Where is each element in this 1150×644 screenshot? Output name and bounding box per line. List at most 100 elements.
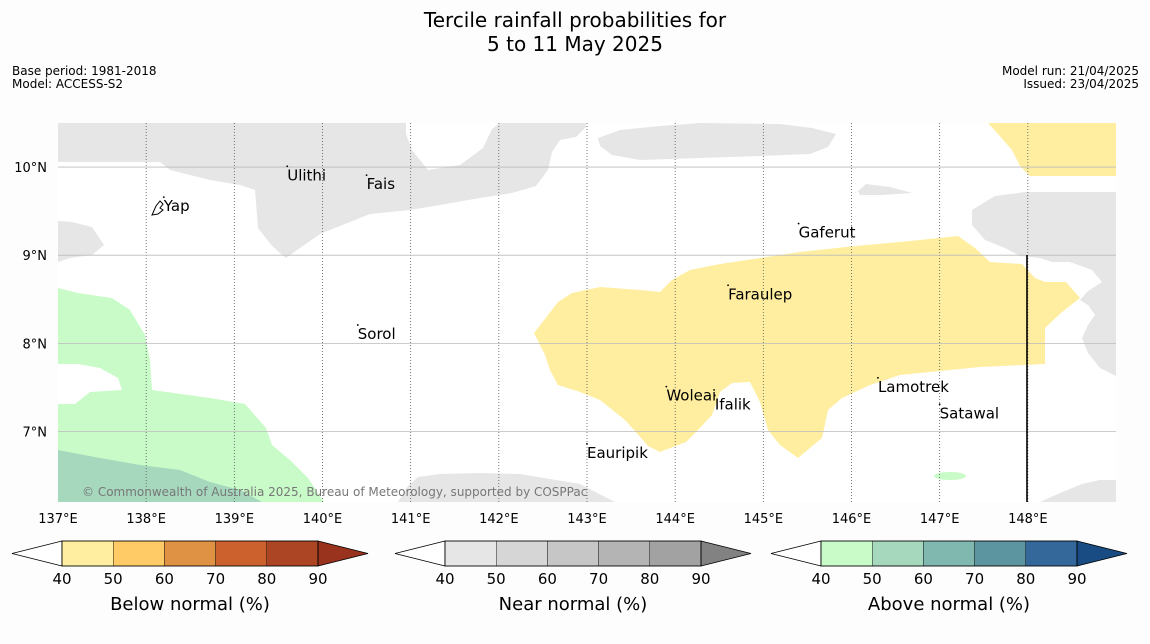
place-labels: Yap Ulithi Fais Sorol Gaferut Faraulep WoleaiI… bbox=[163, 165, 999, 462]
place-label-fais: Fais bbox=[367, 175, 396, 193]
longitude-tick-label: 138°E bbox=[126, 512, 166, 527]
legend-0: 40 50 60 70 80 90 Below normal (%) bbox=[11, 540, 369, 615]
longitude-tick-label: 141°E bbox=[391, 512, 431, 527]
model-name-text: Model: ACCESS-S2 bbox=[12, 77, 124, 91]
legend-colour-swatch bbox=[923, 540, 975, 567]
place-label-ulithi: Ulithi bbox=[287, 166, 326, 184]
legend-tick-label: 80 bbox=[1016, 570, 1035, 588]
legend-tick-label: 60 bbox=[914, 570, 933, 588]
legend-over-triangle bbox=[1076, 540, 1128, 567]
below-normal-region-northeast bbox=[988, 123, 1116, 176]
legend-colour-swatch bbox=[598, 540, 650, 567]
place-label-faraulep: Faraulep bbox=[728, 285, 792, 303]
legend-1: 40 50 60 70 80 90 Near normal (%) bbox=[394, 540, 752, 615]
near-normal-region-west bbox=[58, 221, 104, 262]
legend-colour-swatch bbox=[974, 540, 1026, 567]
legend-bar-outline bbox=[820, 540, 1078, 567]
legend-under-triangle bbox=[11, 540, 63, 567]
legend-over-triangle bbox=[700, 540, 752, 567]
map-title: Tercile rainfall probabilities for 5 to … bbox=[0, 8, 1150, 56]
legend-tick-label: 80 bbox=[640, 570, 659, 588]
forecast-map: Yap Ulithi Fais Sorol Gaferut Faraulep WoleaiI… bbox=[14, 123, 1116, 527]
latitude-tick-label: 9°N bbox=[23, 249, 48, 264]
legend-colour-swatch bbox=[872, 540, 924, 567]
above-normal-region-southwest bbox=[58, 450, 262, 502]
legend-2: 40 50 60 70 80 90 Above normal (%) bbox=[770, 540, 1128, 615]
place-label-satawal: Satawal bbox=[940, 404, 999, 422]
place-marker bbox=[938, 403, 941, 406]
longitude-tick-label: 139°E bbox=[215, 512, 255, 527]
above-normal-region-west bbox=[58, 288, 324, 502]
legend-colour-swatch bbox=[820, 540, 873, 567]
base-info: Base period: 1981-2018 Model: ACCESS-S2 bbox=[12, 65, 157, 91]
near-normal-region-se bbox=[1040, 480, 1116, 502]
latitude-tick-label: 10°N bbox=[14, 161, 47, 176]
place-marker bbox=[713, 394, 716, 397]
longitude-tick-label: 145°E bbox=[744, 512, 784, 527]
longitude-tick-label: 140°E bbox=[303, 512, 343, 527]
legend-under-triangle bbox=[394, 540, 446, 567]
legend-tick-label: 70 bbox=[589, 570, 608, 588]
legend-tick-label: 50 bbox=[863, 570, 882, 588]
legend-over-triangle bbox=[317, 540, 369, 567]
place-marker bbox=[365, 174, 368, 177]
longitude-tick-label: 143°E bbox=[567, 512, 607, 527]
latitude-tick-label: 7°N bbox=[23, 425, 48, 440]
legend-colour-swatch bbox=[444, 540, 497, 567]
place-marker bbox=[586, 443, 588, 445]
longitude-tick-labels: 137°E 138°E 139°E 140°E 141°E 142°E 143°E 144°E… bbox=[38, 512, 1047, 527]
longitude-tick-label: 148°E bbox=[1008, 512, 1048, 527]
near-normal-region-ne-blob bbox=[598, 123, 836, 160]
legend-colour-swatch bbox=[496, 540, 548, 567]
place-label-woleai: Woleai bbox=[666, 387, 716, 405]
longitude-tick-label: 146°E bbox=[832, 512, 872, 527]
legend-colour-swatch bbox=[215, 540, 268, 567]
map-graticule bbox=[58, 123, 1116, 502]
legend-colour-swatch bbox=[547, 540, 599, 567]
below-normal-region-central bbox=[534, 236, 1080, 458]
legend-title: Below normal (%) bbox=[110, 594, 270, 615]
model-run-text: Model run: 21/04/2025 bbox=[1001, 64, 1139, 78]
place-label-ifalik: Ifalik bbox=[715, 395, 751, 413]
place-marker bbox=[727, 284, 729, 287]
legend-tick-label: 50 bbox=[487, 570, 506, 588]
title-line-1: Tercile rainfall probabilities for bbox=[423, 8, 727, 32]
copyright-text: © Commonwealth of Australia 2025, Bureau… bbox=[82, 485, 587, 499]
yap-island bbox=[151, 200, 164, 216]
latitude-tick-label: 8°N bbox=[23, 337, 48, 352]
legend-tick-label: 40 bbox=[811, 570, 830, 588]
legend-colour-swatch bbox=[649, 540, 702, 567]
legend-title: Near normal (%) bbox=[499, 594, 648, 615]
near-normal-region-small bbox=[858, 184, 912, 195]
legend-colour-swatch bbox=[1025, 540, 1078, 567]
near-normal-region-north bbox=[58, 123, 586, 258]
legend-tick-label: 90 bbox=[308, 570, 327, 588]
legend-colour-swatch bbox=[61, 540, 114, 567]
place-label-lamotrek: Lamotrek bbox=[878, 378, 949, 396]
longitude-tick-label: 144°E bbox=[655, 512, 695, 527]
longitude-tick-label: 147°E bbox=[920, 512, 960, 527]
legend-under-triangle bbox=[770, 540, 822, 567]
probability-regions bbox=[58, 123, 1116, 502]
legend-bar-outline bbox=[444, 540, 702, 567]
place-marker bbox=[797, 222, 800, 225]
place-label-eauripik: Eauripik bbox=[587, 444, 648, 462]
longitude-tick-label: 142°E bbox=[479, 512, 519, 527]
place-marker bbox=[356, 324, 359, 326]
legend-tick-label: 50 bbox=[104, 570, 123, 588]
place-marker bbox=[286, 165, 289, 168]
place-label-yap: Yap bbox=[163, 197, 190, 215]
legend-tick-label: 90 bbox=[1067, 570, 1086, 588]
latitude-tick-labels: 10°N 9°N 8°N 7°N bbox=[14, 161, 47, 440]
legend-tick-label: 60 bbox=[155, 570, 174, 588]
near-normal-region-south bbox=[398, 473, 615, 502]
legend-tick-label: 90 bbox=[691, 570, 710, 588]
legend-colour-swatch bbox=[266, 540, 319, 567]
place-label-sorol: Sorol bbox=[358, 325, 396, 343]
legend-tick-label: 70 bbox=[965, 570, 984, 588]
above-normal-region-small bbox=[934, 472, 966, 480]
legend-tick-label: 40 bbox=[52, 570, 71, 588]
colour-legends: 40 50 60 70 80 90 Below normal (%) 40 50 60 70 80 90… bbox=[11, 540, 1128, 615]
place-marker bbox=[877, 376, 879, 379]
place-label-gaferut: Gaferut bbox=[799, 224, 856, 242]
